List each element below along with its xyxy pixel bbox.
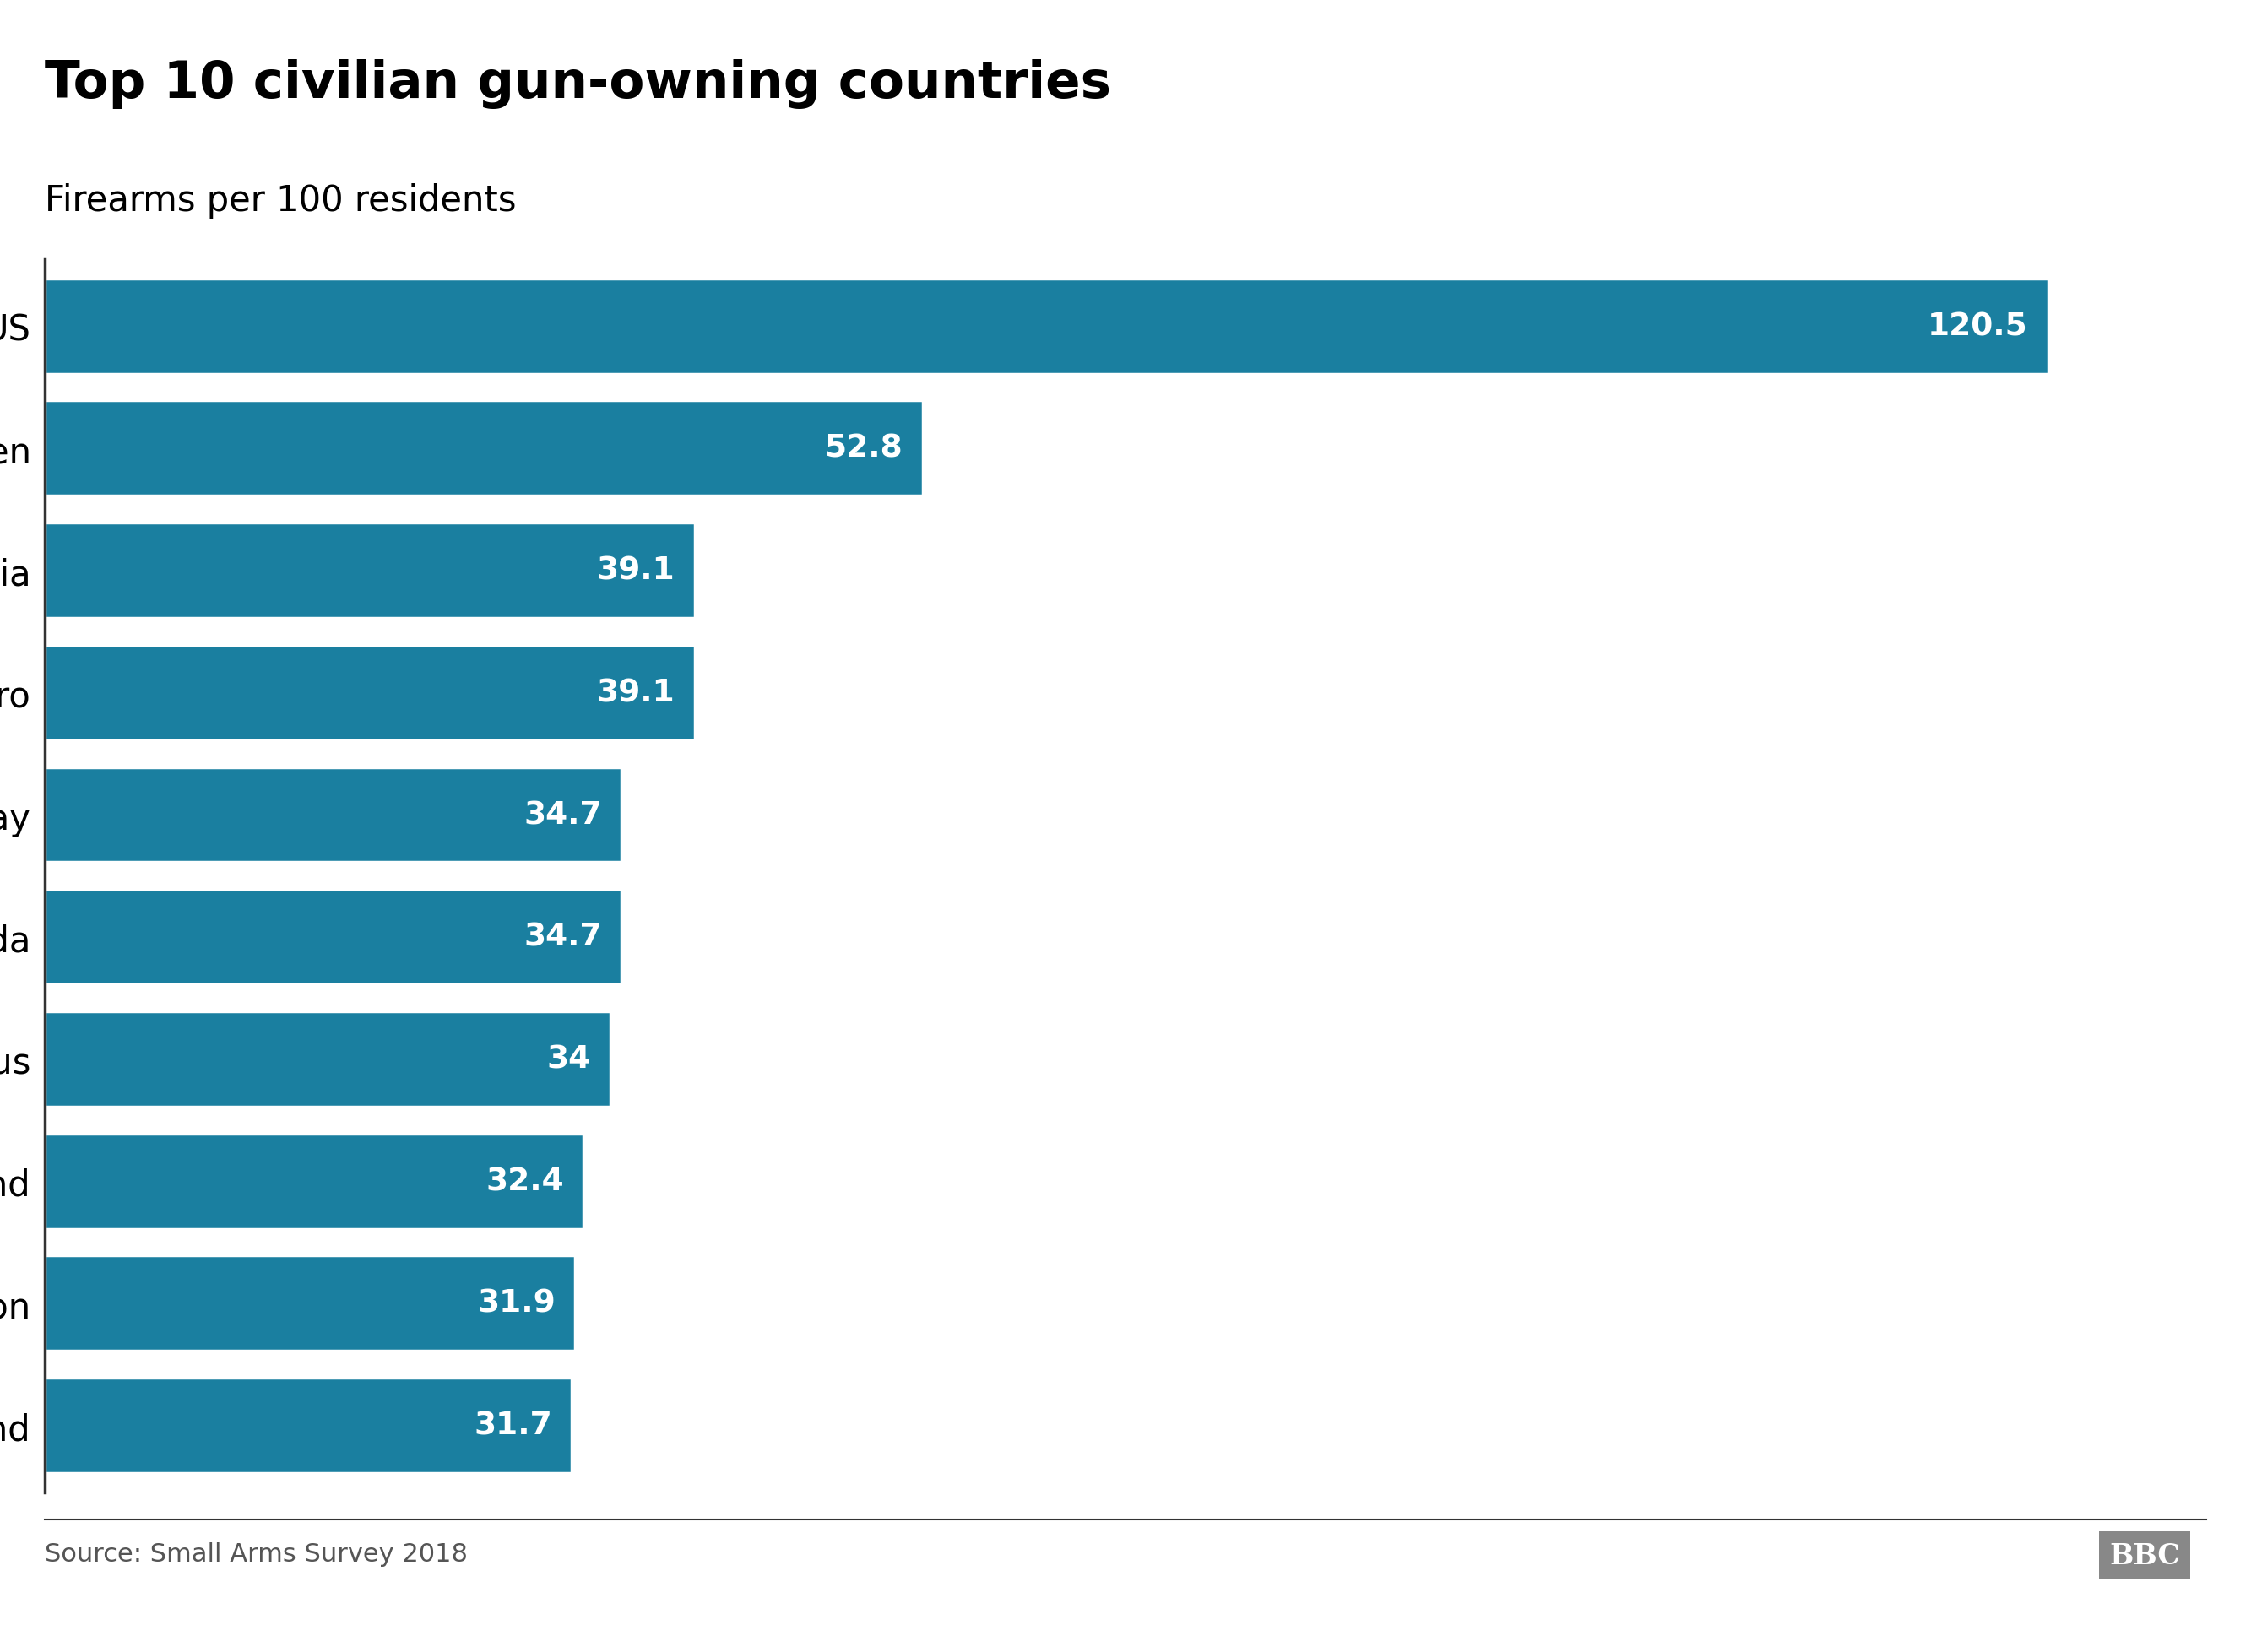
Text: 32.4: 32.4 xyxy=(486,1166,563,1196)
Bar xyxy=(45,279,2048,375)
Text: 39.1: 39.1 xyxy=(597,555,675,586)
Text: Firearms per 100 residents: Firearms per 100 residents xyxy=(45,183,515,218)
Text: 34: 34 xyxy=(547,1044,590,1074)
Bar xyxy=(45,1133,583,1229)
Text: 34.7: 34.7 xyxy=(524,922,601,952)
Bar xyxy=(45,1256,576,1351)
Bar xyxy=(45,646,696,740)
Text: 120.5: 120.5 xyxy=(1927,312,2028,342)
Bar xyxy=(45,768,621,862)
Text: 31.7: 31.7 xyxy=(473,1411,551,1441)
Text: 52.8: 52.8 xyxy=(824,433,903,464)
Text: Top 10 civilian gun-owning countries: Top 10 civilian gun-owning countries xyxy=(45,59,1112,109)
Bar xyxy=(45,524,696,618)
Bar xyxy=(45,1378,572,1474)
Bar xyxy=(45,1011,610,1107)
Bar xyxy=(45,889,621,985)
Text: 39.1: 39.1 xyxy=(597,677,675,709)
Text: 31.9: 31.9 xyxy=(477,1289,556,1318)
Bar xyxy=(45,401,923,496)
Text: Source: Small Arms Survey 2018: Source: Small Arms Survey 2018 xyxy=(45,1541,468,1566)
Text: BBC: BBC xyxy=(2109,1541,2179,1569)
Text: 34.7: 34.7 xyxy=(524,800,601,831)
